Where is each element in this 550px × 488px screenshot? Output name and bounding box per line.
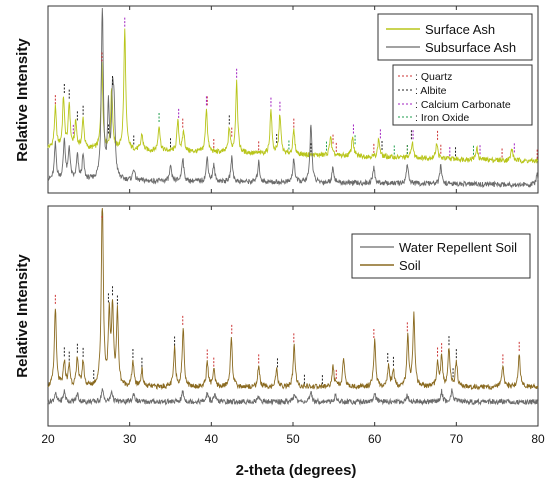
- x-tick-label: 30: [123, 432, 137, 446]
- bottom-plot-area: [47, 206, 539, 426]
- x-axis-ticks: 20 30 40 50 60 70 80: [41, 432, 545, 446]
- legend-label-water-repellent-soil: Water Repellent Soil: [399, 240, 517, 255]
- legend-label-subsurface-ash: Subsurface Ash: [425, 40, 516, 55]
- phase-label-iron-oxide: : Iron Oxide: [415, 112, 469, 124]
- series-line-subsurface-ash: [47, 7, 539, 189]
- bottom-y-axis-label: Relative Intensity: [14, 254, 31, 378]
- top-plot-area: [47, 6, 539, 193]
- phase-label-calcium-carbonate: : Calcium Carbonate: [415, 99, 511, 111]
- x-tick-label: 60: [368, 432, 382, 446]
- phase-legend-box: [392, 64, 533, 126]
- x-tick-label: 40: [205, 432, 219, 446]
- x-tick-label: 20: [41, 432, 55, 446]
- bottom-legend-box: [351, 233, 531, 279]
- legend-label-soil: Soil: [399, 258, 421, 273]
- series-line-surface-ash: [47, 28, 539, 164]
- phase-legend: : Quartz : Albite : Calcium Carbonate : …: [392, 64, 533, 126]
- phase-label-quartz: : Quartz: [415, 71, 452, 83]
- series-line-soil: [47, 207, 539, 391]
- bottom-legend: Water Repellent Soil Soil: [351, 233, 531, 279]
- x-axis-label: 2-theta (degrees): [236, 462, 357, 479]
- x-tick-label: 50: [286, 432, 300, 446]
- legend-label-surface-ash: Surface Ash: [425, 22, 495, 37]
- phase-label-albite: : Albite: [415, 85, 447, 97]
- top-legend: Surface Ash Subsurface Ash: [377, 13, 533, 61]
- top-y-axis-label: Relative Intensity: [14, 38, 31, 162]
- series-line-water-repellent-soil: [47, 388, 539, 406]
- x-tick-label: 80: [531, 432, 545, 446]
- x-tick-label: 70: [450, 432, 464, 446]
- top-legend-box: [377, 13, 533, 61]
